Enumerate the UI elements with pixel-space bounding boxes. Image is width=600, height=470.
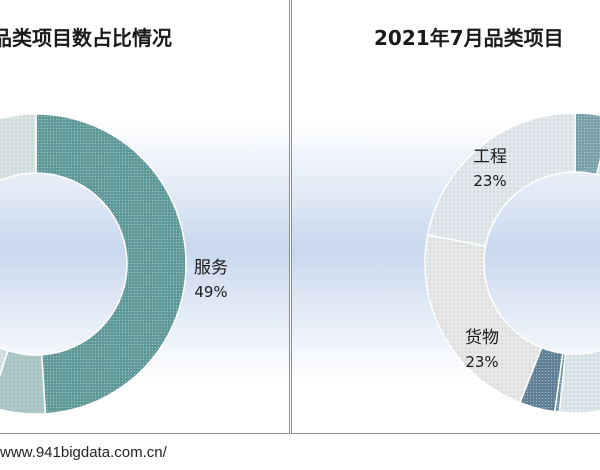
donut-chart: 服务 49% [0,113,228,415]
donut-slice [574,112,600,176]
donut-slice [0,349,47,415]
donut-slice-服务 [35,113,187,415]
donut-chart: 工程 23% 货物 23% [424,112,600,414]
slice-label: 货物 [465,328,499,348]
chart-panel-category-share: 品类项目数占比情况 服务 49% [0,0,290,434]
chart-title: 品类项目数占比情况 [0,26,172,50]
slice-label: 工程 [473,147,507,167]
donut-slice-工程 [426,112,576,247]
slice-percent-label: 23% [465,353,498,371]
source-url: www.941bigdata.com.cn/ [0,444,167,461]
slice-percent-label: 49% [194,283,227,301]
donut-slice [0,113,37,378]
chart-title: 2021年7月品类项目 [374,26,564,50]
slice-percent-label: 23% [473,172,506,190]
donut-slice [558,157,600,414]
slice-label: 服务 [194,258,228,278]
donut-slice-货物 [424,234,543,404]
chart-panel-july-2021: 2021年7月品类项目 工程 23% 货物 23% [291,0,600,434]
